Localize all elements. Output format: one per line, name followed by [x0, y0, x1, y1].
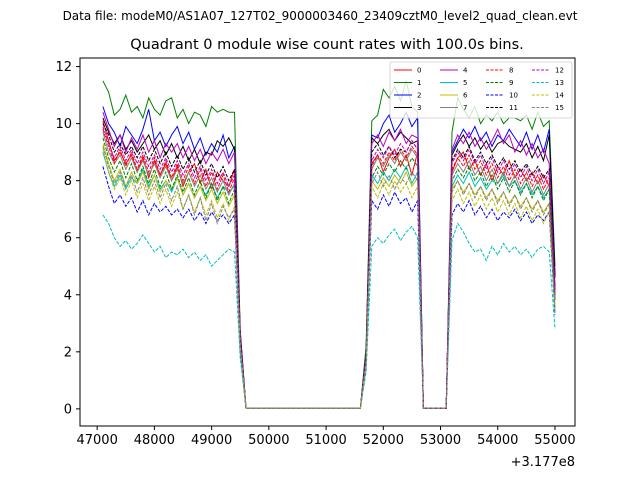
chart-title: Quadrant 0 module wise count rates with …: [130, 37, 524, 53]
legend-label-module-2: 2: [417, 92, 421, 100]
y-tick-label: 8: [64, 174, 72, 189]
series-line-module-12: [102, 126, 556, 409]
y-tick-label: 4: [64, 288, 72, 303]
legend-label-module-0: 0: [417, 67, 421, 75]
series-layer: [102, 80, 556, 409]
legend-label-module-8: 8: [509, 67, 513, 75]
legend-label-module-15: 15: [555, 104, 564, 112]
legend-label-module-3: 3: [417, 104, 421, 112]
x-tick-label: 55000: [534, 433, 575, 448]
y-tick-label: 6: [64, 231, 72, 246]
x-tick-label: 52000: [363, 433, 404, 448]
legend-label-module-9: 9: [509, 79, 513, 87]
legend-label-module-4: 4: [463, 67, 468, 75]
y-tick-label: 0: [64, 402, 72, 417]
x-tick-label: 53000: [420, 433, 461, 448]
legend-label-module-7: 7: [463, 104, 467, 112]
legend-label-module-11: 11: [509, 104, 518, 112]
legend-label-module-5: 5: [463, 79, 467, 87]
y-tick-label: 12: [55, 60, 72, 75]
x-tick-label: 48000: [134, 433, 175, 448]
legend-label-module-12: 12: [555, 67, 564, 75]
legend-label-module-13: 13: [555, 79, 564, 87]
x-tick-label: 54000: [477, 433, 518, 448]
plot-frame: [79, 57, 576, 427]
legend-label-module-1: 1: [417, 79, 421, 87]
x-tick-label: 47000: [76, 433, 117, 448]
legend-label-module-6: 6: [463, 92, 468, 100]
axis-ticks: 47000 48000 49000 50000 51000 52000 53000 54000…: [55, 60, 575, 448]
y-tick-label: 2: [64, 345, 72, 360]
data-file-caption: Data file: modeM0/AS1A07_127T02_90000034…: [63, 9, 578, 23]
x-tick-label: 50000: [248, 433, 289, 448]
legend-label-module-14: 14: [555, 92, 564, 100]
series-line-module-15: [102, 146, 556, 409]
series-line-module-8: [102, 129, 556, 409]
legend-label-module-10: 10: [509, 92, 518, 100]
x-axis-offset-label: +3.177e8: [511, 455, 575, 470]
legend-box: [389, 61, 573, 119]
y-tick-label: 10: [55, 117, 72, 132]
x-tick-label: 51000: [305, 433, 346, 448]
x-tick-label: 49000: [191, 433, 232, 448]
